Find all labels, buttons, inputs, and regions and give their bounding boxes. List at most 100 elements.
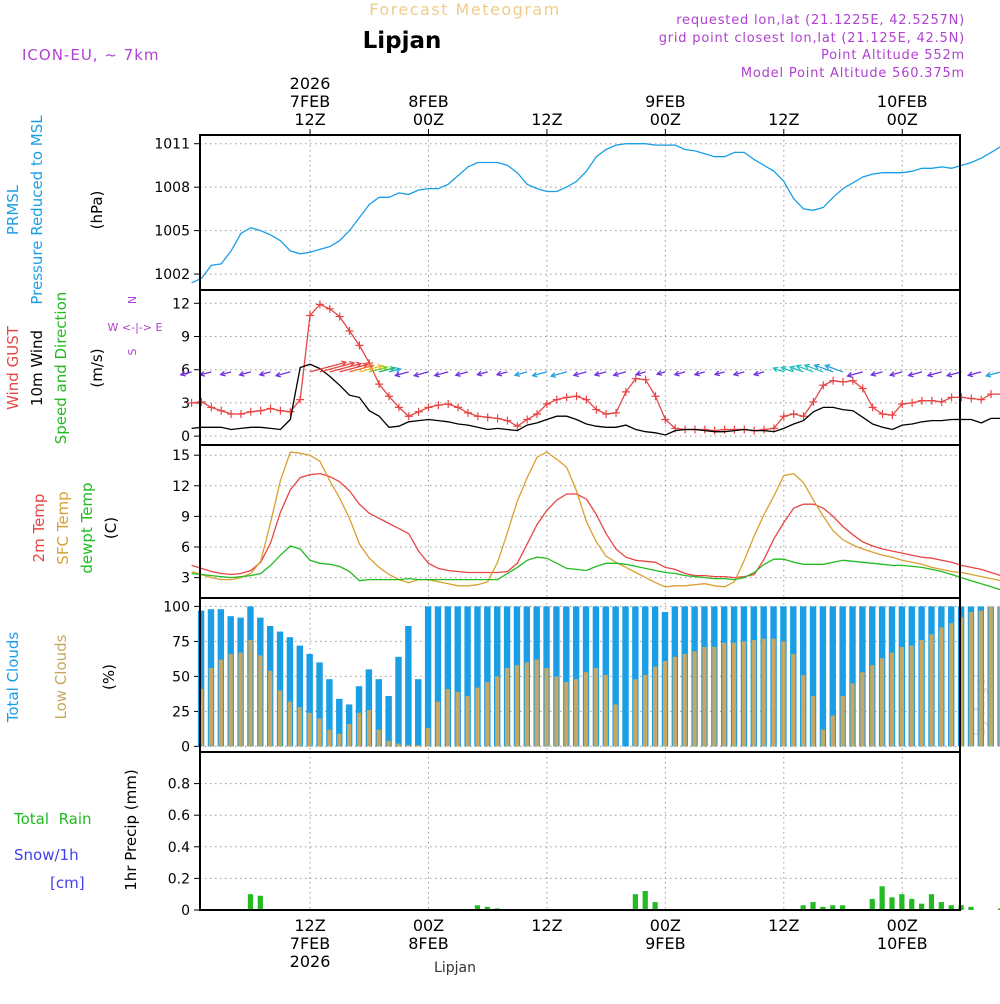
clouds-bar-low-clouds xyxy=(435,701,441,747)
wind-arrow-head xyxy=(846,372,853,378)
clouds-ytick-label: 50 xyxy=(172,669,190,685)
wind-arrow-head xyxy=(454,371,461,377)
precip-panel-frame xyxy=(199,751,961,911)
gust-marker xyxy=(266,404,275,413)
gust-marker xyxy=(493,414,502,423)
clouds-axis-label: Total Clouds xyxy=(4,632,22,724)
bottom-time-label: 7FEB xyxy=(290,934,330,953)
wind-arrow xyxy=(927,371,942,377)
clouds-bar-low-clouds xyxy=(633,679,638,747)
pressure-panel-frame xyxy=(199,134,961,291)
gust-marker xyxy=(197,397,206,406)
clouds-bar-low-clouds xyxy=(662,661,668,747)
wind-arrow xyxy=(781,366,794,373)
clouds-bar-low-clouds xyxy=(613,704,618,747)
clouds-bar-total-clouds xyxy=(622,606,629,747)
gust-marker xyxy=(246,407,255,416)
clouds-bar-total-clouds xyxy=(839,606,846,747)
gust-marker xyxy=(908,398,917,407)
precip-bar-total-rain xyxy=(820,906,826,910)
wind-arrow xyxy=(825,364,844,373)
clouds-bar-low-clouds xyxy=(426,728,431,747)
clouds-bar-total-clouds xyxy=(424,606,432,747)
clouds-bar-low-clouds xyxy=(287,701,293,747)
temperature-line-dewpt-temp xyxy=(191,545,1000,591)
gust-marker xyxy=(641,375,650,384)
gust-marker xyxy=(967,394,976,403)
bottom-time-label: 00Z xyxy=(413,916,444,935)
wind-arrow xyxy=(275,371,291,377)
gust-marker xyxy=(710,426,719,435)
precip-bar-total-rain xyxy=(879,886,885,910)
wind-arrow xyxy=(657,371,666,375)
gust-marker xyxy=(779,412,788,421)
gust-marker xyxy=(306,311,315,320)
clouds-bar-total-clouds xyxy=(395,656,402,747)
clouds-bar-low-clouds xyxy=(939,627,944,747)
wind-arrow xyxy=(789,366,804,373)
gust-marker xyxy=(404,412,413,421)
top-time-label: 9FEB xyxy=(645,92,685,111)
gust-marker xyxy=(592,405,601,414)
precip-bar-total-rain xyxy=(840,905,846,910)
gust-marker xyxy=(829,376,838,385)
gust-marker xyxy=(809,397,818,406)
clouds-bar-low-clouds xyxy=(376,729,381,747)
gust-marker xyxy=(513,422,522,431)
wind-arrow-head xyxy=(673,370,680,377)
gust-marker xyxy=(286,407,295,416)
precip-bar-total-rain xyxy=(909,898,915,910)
wind-arrow-head xyxy=(238,371,245,377)
wind-arrow xyxy=(550,371,567,377)
gust-marker xyxy=(700,425,709,434)
clouds-bar-low-clouds xyxy=(988,606,993,747)
clouds-bar-low-clouds xyxy=(268,670,273,747)
wind-arrow xyxy=(871,371,883,376)
clouds-bar-total-clouds xyxy=(809,606,817,747)
wind-arrow xyxy=(359,365,383,373)
wind-arrow xyxy=(259,371,271,376)
gust-marker xyxy=(947,393,956,402)
clouds-bar-low-clouds xyxy=(406,745,411,747)
wind-arrow-head xyxy=(693,370,700,377)
clouds-bar-low-clouds xyxy=(347,724,352,747)
wind-arrow xyxy=(804,364,824,373)
temperature-ytick-label: 15 xyxy=(172,448,190,464)
clouds-bar-low-clouds xyxy=(751,640,756,747)
precip-bar-total-rain xyxy=(899,894,905,910)
clouds-bar-total-clouds xyxy=(385,696,392,747)
gust-marker xyxy=(325,304,334,313)
wind-ytick-label: 3 xyxy=(181,396,190,412)
clouds-bar-low-clouds xyxy=(929,634,934,747)
gust-marker xyxy=(888,411,897,420)
gust-marker xyxy=(977,395,986,404)
wind-arrow-head xyxy=(381,365,389,372)
gust-marker xyxy=(375,380,384,389)
wind-arrow xyxy=(594,371,607,376)
wind-arrow xyxy=(395,371,409,377)
wind-arrow-head xyxy=(945,371,953,378)
clouds-bar-low-clouds xyxy=(258,655,263,747)
wind-arrow-head xyxy=(593,371,600,377)
gust-marker xyxy=(760,425,769,434)
gust-marker xyxy=(582,395,591,404)
precip-ytick-label: 0.2 xyxy=(168,871,190,887)
clouds-bar-low-clouds xyxy=(564,682,569,747)
clouds-bar-total-clouds xyxy=(296,645,303,747)
precip-bar-total-rain xyxy=(889,897,895,910)
clouds-bar-low-clouds xyxy=(593,668,598,747)
wind-ytick-label: 6 xyxy=(181,363,190,379)
wind-arrow xyxy=(369,366,388,373)
wind-arrow-head xyxy=(219,370,226,377)
gust-marker xyxy=(602,410,611,418)
precip-snow-unit: [cm] xyxy=(50,874,85,892)
gust-marker xyxy=(917,396,926,405)
clouds-bar-low-clouds xyxy=(574,679,579,747)
wind-arrow xyxy=(339,363,368,373)
clouds-bar-low-clouds xyxy=(455,691,460,747)
clouds-bar-low-clouds xyxy=(356,712,362,747)
pressure-ytick-label: 1002 xyxy=(154,267,190,283)
clouds-bar-low-clouds xyxy=(208,668,214,747)
wind-arrow xyxy=(388,368,401,373)
